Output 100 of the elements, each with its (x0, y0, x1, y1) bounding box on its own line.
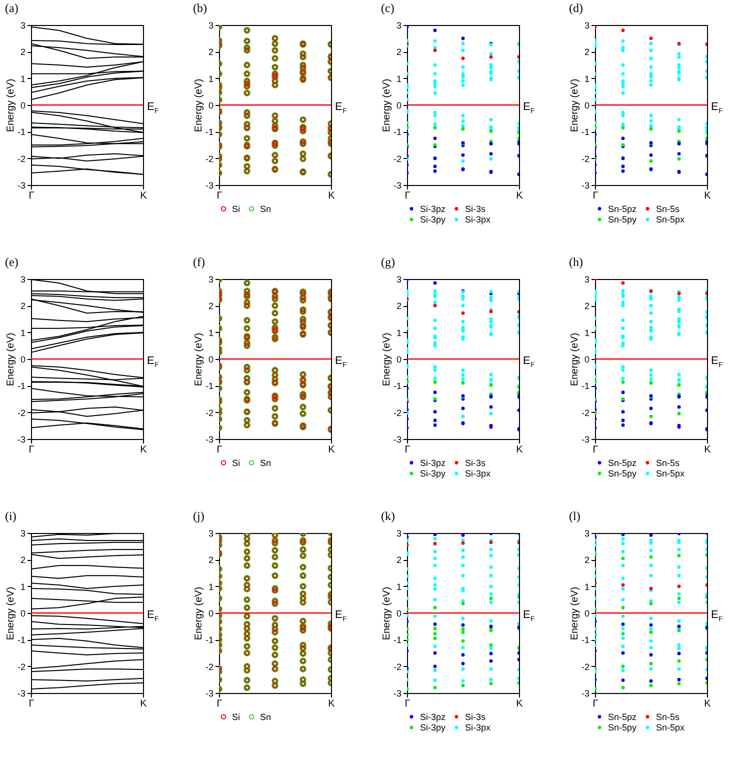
x-tick-label: Γ (28, 698, 35, 710)
y-tick-label: 0 (208, 608, 214, 618)
y-axis-title: Energy (eV) (194, 78, 204, 132)
x-tick-label: K (140, 190, 148, 202)
x-tick-label: K (328, 698, 336, 710)
y-tick-label: -3 (205, 434, 214, 444)
legend-label: Si-3py (420, 468, 446, 478)
y-tick-label: 2 (208, 555, 214, 566)
y-tick-label: 1 (396, 328, 402, 338)
x-tick-label: K (704, 698, 712, 710)
y-tick-label: 1 (396, 582, 402, 592)
y-tick-label: 0 (584, 100, 590, 110)
y-tick-label: 0 (208, 100, 214, 110)
x-tick-label: K (516, 444, 524, 456)
legend-label: Sn-5pz (608, 712, 638, 722)
legend-label: Si-3pz (420, 458, 446, 468)
y-tick-label: 0 (20, 100, 26, 110)
y-tick-label: -1 (205, 381, 214, 392)
y-tick-label: 0 (584, 354, 590, 364)
chart-title: (h) (569, 255, 583, 269)
y-tick-label: -3 (17, 688, 26, 698)
x-tick-label: Γ (592, 190, 599, 202)
y-tick-label: 2 (584, 301, 590, 312)
y-tick-label: -3 (581, 434, 590, 444)
legend-label: Si-3s (465, 204, 486, 214)
y-tick-label: -3 (393, 434, 402, 444)
y-tick-label: -2 (581, 662, 590, 672)
y-tick-label: 3 (396, 528, 402, 538)
y-tick-label: -2 (393, 408, 402, 418)
x-tick-label: K (704, 444, 712, 456)
x-tick-label: Γ (592, 444, 599, 456)
x-tick-label: Γ (592, 698, 599, 710)
y-tick-label: -1 (581, 127, 590, 138)
x-tick-label: Γ (28, 190, 35, 202)
chart-title: (e) (5, 255, 18, 269)
y-tick-label: -3 (205, 180, 214, 190)
x-tick-label: K (516, 190, 524, 202)
y-axis-title: Energy (eV) (6, 78, 16, 132)
y-tick-label: -1 (393, 635, 402, 646)
y-tick-label: -3 (581, 688, 590, 698)
x-tick-label: Γ (28, 444, 35, 456)
y-tick-label: 1 (584, 74, 590, 84)
y-tick-label: -3 (205, 688, 214, 698)
y-tick-label: -3 (581, 180, 590, 190)
chart-title: (c) (381, 1, 394, 15)
legend-label: Si-3py (420, 214, 446, 224)
y-tick-label: 2 (20, 47, 26, 58)
y-tick-label: 3 (208, 528, 214, 538)
y-axis-title: Energy (eV) (6, 332, 16, 386)
y-tick-label: -1 (205, 127, 214, 138)
y-tick-label: -2 (205, 662, 214, 672)
y-tick-label: -2 (17, 662, 26, 672)
y-tick-label: 0 (396, 608, 402, 618)
legend-label: Si-3s (465, 712, 486, 722)
y-tick-label: 1 (584, 328, 590, 338)
y-tick-label: 1 (208, 582, 214, 592)
y-tick-label: 2 (584, 47, 590, 58)
chart-title: (g) (381, 255, 395, 269)
legend-label: Si-3px (465, 214, 492, 224)
y-tick-label: 2 (396, 47, 402, 58)
y-axis-title: Energy (eV) (570, 78, 580, 132)
legend-label: Si-3px (465, 722, 492, 732)
y-tick-label: 1 (584, 582, 590, 592)
chart-title: (l) (569, 509, 580, 523)
y-tick-label: -1 (17, 635, 26, 646)
y-tick-label: 1 (20, 582, 26, 592)
y-axis-title: Energy (eV) (382, 332, 392, 386)
legend-label: Sn-5pz (608, 204, 638, 214)
y-axis-title: Energy (eV) (6, 586, 16, 640)
legend-label: Sn-5px (656, 722, 686, 732)
legend-label: Si-3pz (420, 712, 446, 722)
y-axis-title: Energy (eV) (382, 78, 392, 132)
y-tick-label: -1 (205, 635, 214, 646)
legend-label: Si-3s (465, 458, 486, 468)
y-tick-label: -3 (393, 180, 402, 190)
y-tick-label: -1 (393, 127, 402, 138)
legend-label: Sn-5py (608, 468, 638, 478)
y-tick-label: 1 (20, 328, 26, 338)
y-tick-label: 3 (20, 528, 26, 538)
y-tick-label: -2 (205, 154, 214, 164)
chart-title: (j) (193, 509, 204, 523)
chart-title: (a) (5, 1, 18, 15)
legend-label: Sn (260, 204, 272, 214)
y-tick-label: 3 (584, 274, 590, 284)
x-tick-label: K (140, 698, 148, 710)
y-tick-label: -1 (581, 381, 590, 392)
y-tick-label: 1 (396, 74, 402, 84)
chart-title: (d) (569, 1, 583, 15)
y-tick-label: -3 (17, 434, 26, 444)
x-tick-label: Γ (404, 190, 411, 202)
y-tick-label: 2 (396, 301, 402, 312)
y-tick-label: 3 (396, 274, 402, 284)
legend-label: Sn-5s (656, 458, 680, 468)
y-tick-label: 2 (208, 301, 214, 312)
legend-label: Si (232, 458, 240, 468)
legend-label: Sn-5py (608, 214, 638, 224)
y-tick-label: 3 (20, 274, 26, 284)
y-tick-label: 3 (584, 528, 590, 538)
y-axis-title: Energy (eV) (570, 332, 580, 386)
y-tick-label: 3 (208, 274, 214, 284)
